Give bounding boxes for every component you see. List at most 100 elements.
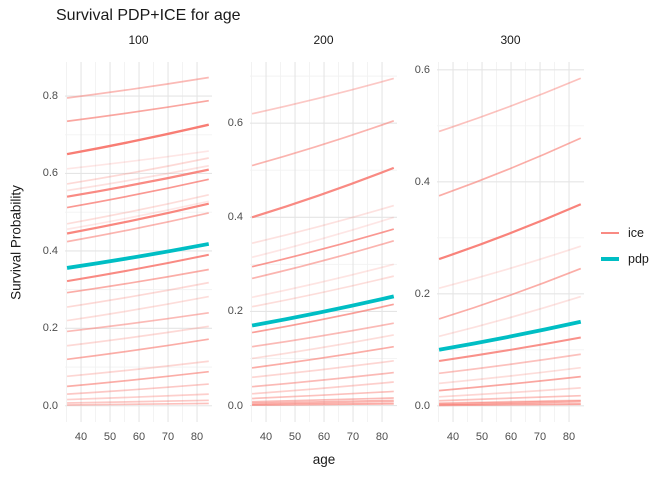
ice-line [66,99,209,123]
ice-line [251,216,395,259]
ice-line [438,336,581,362]
ice-line [66,281,209,308]
pdp-line [251,294,395,328]
x-tick-label: 80 [190,431,204,443]
legend-item-pdp: pdp [601,246,649,272]
y-tick-label: 0.8 [42,90,58,103]
x-tick-label: 60 [317,431,331,443]
x-tick-label: 50 [475,431,489,443]
ice-line [67,402,209,406]
ice-line [251,275,394,308]
ice-line [252,399,394,405]
ice-line [66,200,209,231]
ice-line [252,390,394,400]
ice-line [251,303,394,334]
ice-line [251,334,394,360]
y-tick-label: 0.6 [227,117,243,130]
ice-line [438,375,581,392]
pdp-line [66,242,210,270]
ice-line [439,387,581,398]
ice-line [66,268,209,294]
facet-panel-200 [250,62,397,422]
x-axis-title: age [312,452,336,467]
y-tick-label: 0.6 [414,63,430,76]
y-tick-label: 0.2 [227,305,243,318]
ice-line [252,397,394,403]
ice-line [66,295,209,322]
facet-panel-100 [65,62,212,422]
ice-line [66,123,210,156]
legend-item-ice: ice [601,220,649,246]
facet-panel-300 [437,62,584,422]
legend: ice pdp [601,220,649,272]
ice-line [66,360,209,378]
ice-line [251,345,394,369]
ice-line [66,311,209,333]
y-tick-label: 0.2 [42,322,58,335]
y-tick-label: 0.0 [414,399,430,412]
ice-line [251,120,395,167]
ice-line [251,204,395,245]
y-tick-label: 0.6 [42,167,58,180]
y-tick-label: 0.0 [42,399,58,412]
x-tick-label: 50 [103,431,117,443]
ice-line [66,157,209,185]
x-tick-label: 60 [504,431,518,443]
ice-line [66,202,210,235]
ice-line [251,371,394,388]
ice-line [438,203,582,261]
ice-line [66,168,209,198]
ice-line [439,403,581,407]
ice-line [67,393,209,401]
y-tick-label: 0.2 [414,287,430,300]
ice-line [251,359,394,379]
y-tick-label: 0.4 [414,175,430,188]
ice-line [66,370,209,388]
ice-line [438,267,582,320]
pdp-line [438,319,582,352]
ice-line [251,263,394,299]
x-tick-label: 50 [288,431,302,443]
ice-line [66,212,209,243]
ice-line [438,245,582,290]
x-tick-label: 40 [446,431,460,443]
ice-line [251,166,395,219]
ice-line [66,178,209,209]
ice-line [66,76,209,99]
x-tick-label: 70 [346,431,360,443]
ice-line [251,240,395,280]
y-tick-label: 0.0 [227,399,243,412]
chart-title: Survival PDP+ICE for age [56,7,241,24]
facet-label-300: 300 [500,33,521,47]
ice-line [251,77,394,115]
y-axis-title: Survival Probability [8,185,24,300]
facet-label-100: 100 [128,33,149,47]
facet-label-200: 200 [313,33,334,47]
ice-line [438,353,581,375]
x-tick-label: 70 [533,431,547,443]
ice-line [439,394,581,402]
y-tick-label: 0.4 [227,211,243,224]
x-tick-label: 70 [161,431,175,443]
legend-label-pdp: pdp [628,252,649,266]
legend-label-ice: ice [628,226,644,240]
x-tick-label: 80 [375,431,389,443]
ice-line [438,77,582,133]
ice-line [66,338,209,361]
ice-line [251,381,394,395]
y-tick-label: 0.4 [42,244,58,257]
ice-line [66,325,209,347]
ice-line [252,402,394,407]
ice-line [66,253,209,283]
x-tick-label: 80 [562,431,576,443]
ice-line [66,164,209,192]
ice-line [66,193,209,225]
x-tick-label: 40 [259,431,273,443]
pdp-legend-key-icon [601,257,619,261]
x-tick-label: 40 [74,431,88,443]
x-tick-label: 60 [132,431,146,443]
ice-line [66,150,209,170]
ice-line [67,383,209,395]
ice-line [438,137,582,197]
